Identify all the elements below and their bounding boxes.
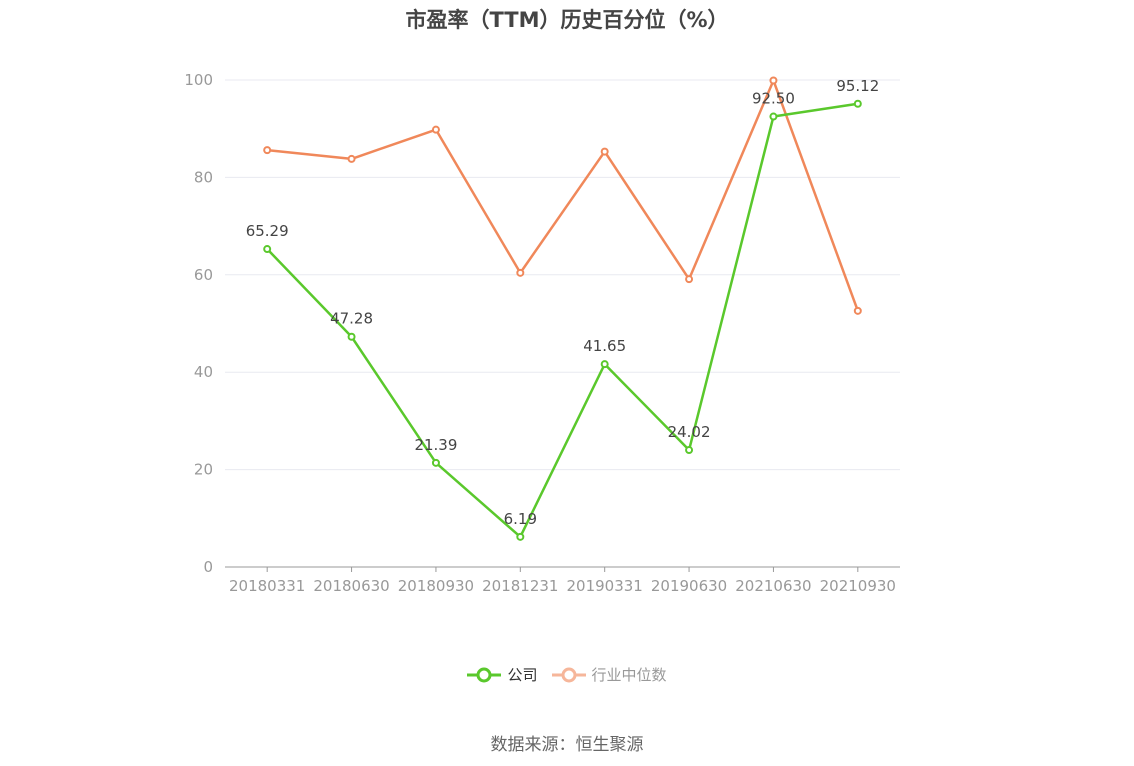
legend-label-company: 公司: [507, 666, 538, 684]
data-point-company[interactable]: [263, 245, 272, 254]
y-tick-label: 20: [194, 461, 213, 479]
legend-label-industry: 行业中位数: [591, 666, 667, 684]
data-label-company: 65.29: [246, 222, 289, 240]
data-point-company[interactable]: [347, 332, 356, 341]
line-chart: 0 20 40 60 80 100 20180331 20180630 20180930 2018…: [184, 71, 900, 595]
y-tick-label: 60: [194, 266, 213, 284]
data-point-company[interactable]: [685, 446, 694, 455]
data-label-company: 47.28: [330, 310, 373, 328]
data-labels: 65.29 47.28 21.39 6.19 41.65 24.02 92.50 95.12: [246, 77, 880, 528]
x-tick-label: 20190630: [651, 577, 727, 595]
x-tick-label: 20210930: [820, 577, 896, 595]
legend-item-company[interactable]: 公司: [467, 664, 538, 685]
data-label-company: 24.02: [668, 423, 711, 441]
data-point-industry[interactable]: [516, 268, 525, 277]
x-tick-label: 20180930: [398, 577, 474, 595]
y-tick-label: 80: [194, 168, 213, 186]
grid-lines: [225, 79, 900, 471]
x-tick-label: 20180331: [229, 577, 305, 595]
data-point-industry[interactable]: [685, 275, 694, 284]
x-tick-label: 20210630: [735, 577, 811, 595]
data-point-company[interactable]: [431, 458, 440, 467]
data-label-company: 41.65: [583, 337, 626, 355]
data-label-company: 92.50: [752, 90, 795, 108]
data-point-company[interactable]: [516, 532, 525, 541]
data-point-industry[interactable]: [431, 125, 440, 134]
axes: 0 20 40 60 80 100 20180331 20180630 20180930 2018…: [184, 71, 900, 595]
data-point-company[interactable]: [853, 99, 862, 108]
data-label-company: 21.39: [414, 436, 457, 454]
data-point-industry[interactable]: [600, 147, 609, 156]
data-point-company[interactable]: [600, 360, 609, 369]
series-line-company: [266, 102, 858, 539]
x-tick-label: 20181231: [482, 577, 558, 595]
data-point-industry[interactable]: [853, 306, 862, 315]
y-tick-label: 0: [203, 558, 213, 576]
data-label-company: 95.12: [836, 77, 879, 95]
series-line-industry: [267, 79, 859, 312]
data-point-industry[interactable]: [769, 76, 778, 85]
x-tick-label: 20190331: [567, 577, 643, 595]
data-point-company[interactable]: [769, 112, 778, 121]
data-source: 数据来源：恒生聚源: [490, 735, 644, 755]
chart-title: 市盈率（TTM）历史百分位（%）: [405, 8, 729, 32]
x-tick-label: 20180630: [313, 577, 389, 595]
legend-company-line-icon: [467, 667, 502, 682]
y-tick-label: 40: [194, 363, 213, 381]
legend-industry-line-icon: [551, 667, 586, 682]
y-tick-label: 100: [184, 71, 213, 89]
legend: 公司 行业中位数: [0, 664, 1134, 685]
legend-item-industry[interactable]: 行业中位数: [551, 664, 667, 685]
data-point-industry[interactable]: [347, 154, 356, 163]
series-lines: [263, 76, 862, 541]
data-point-industry[interactable]: [263, 146, 272, 155]
data-label-company: 6.19: [504, 510, 537, 528]
